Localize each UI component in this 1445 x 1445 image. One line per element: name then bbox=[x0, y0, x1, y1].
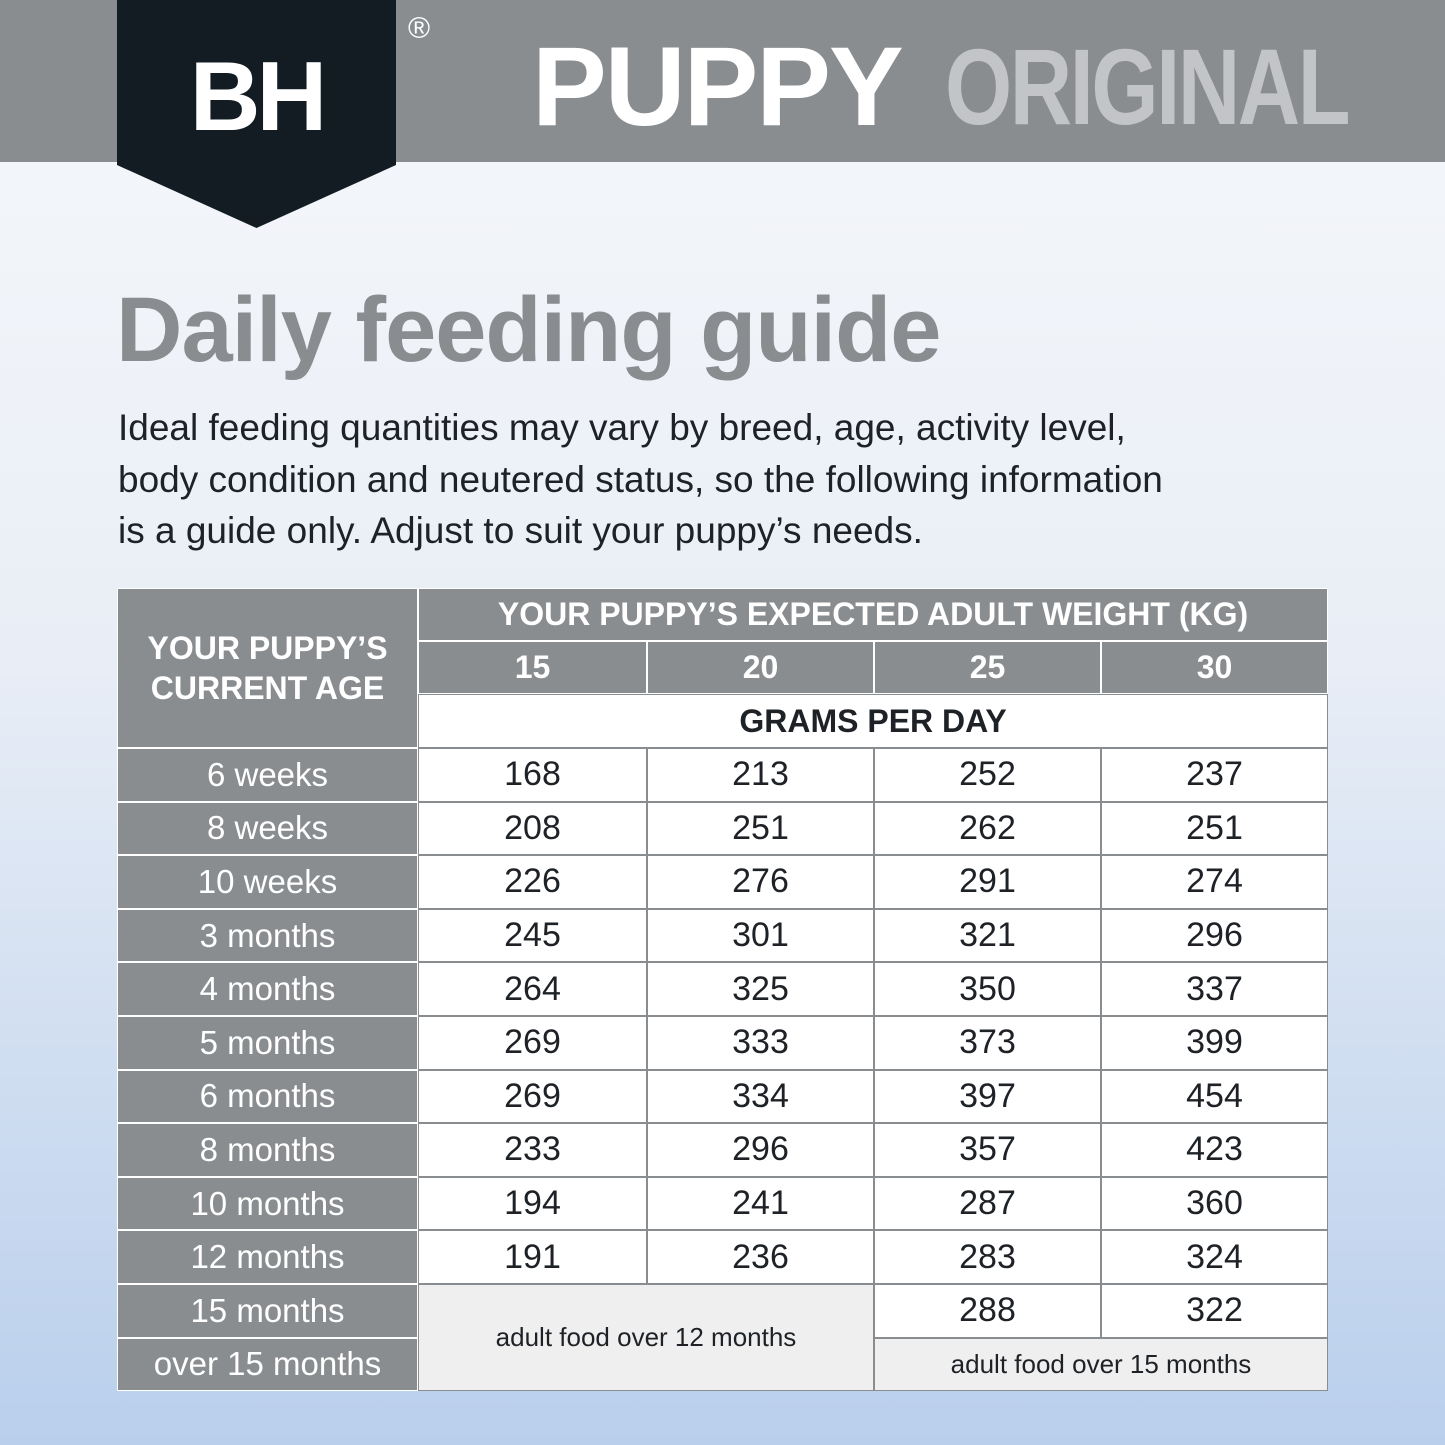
grams-value: 237 bbox=[1101, 748, 1328, 802]
age-label: 6 weeks bbox=[117, 748, 418, 802]
age-label: 6 months bbox=[117, 1069, 418, 1124]
logo-shield bbox=[117, 0, 396, 228]
grams-value: 236 bbox=[647, 1230, 874, 1284]
registered-mark: ® bbox=[408, 12, 431, 45]
grams-value: 324 bbox=[1101, 1230, 1328, 1284]
grams-value: 287 bbox=[874, 1176, 1101, 1231]
weight-label: 20 bbox=[647, 641, 874, 694]
grams-value: 213 bbox=[647, 748, 874, 802]
grams-value: 337 bbox=[1101, 962, 1328, 1016]
age-label: 15 months bbox=[117, 1284, 418, 1338]
intro-line: is a guide only. Adjust to suit your pup… bbox=[118, 510, 923, 551]
age-label: 12 months bbox=[117, 1230, 418, 1284]
title: Daily feeding guide bbox=[116, 279, 941, 381]
weight-label: 30 bbox=[1101, 641, 1328, 694]
product-name: PUPPY bbox=[532, 24, 904, 149]
grams-value: 399 bbox=[1101, 1016, 1328, 1070]
grams-value: 350 bbox=[874, 962, 1101, 1016]
grams-value: 296 bbox=[1101, 908, 1328, 963]
grams-value: 191 bbox=[418, 1230, 647, 1284]
unit-label: GRAMS PER DAY bbox=[418, 694, 1328, 748]
grams-value: 262 bbox=[874, 801, 1101, 856]
grams-value: 233 bbox=[418, 1123, 647, 1177]
age-label: 10 months bbox=[117, 1176, 418, 1231]
adult-food-note: adult food over 15 months bbox=[874, 1337, 1328, 1392]
grams-value: 357 bbox=[874, 1123, 1101, 1177]
grams-value: 296 bbox=[647, 1123, 874, 1177]
age-label: 4 months bbox=[117, 962, 418, 1016]
intro-line: body condition and neutered status, so t… bbox=[118, 458, 1163, 500]
grams-value: 334 bbox=[647, 1069, 874, 1124]
logo: BH bbox=[189, 41, 328, 151]
grams-value: 454 bbox=[1101, 1069, 1328, 1124]
grams-value: 322 bbox=[1101, 1284, 1328, 1338]
grams-value: 301 bbox=[647, 908, 874, 963]
grams-value: 321 bbox=[874, 908, 1101, 963]
age-label: 8 weeks bbox=[117, 801, 418, 856]
intro-line: Ideal feeding quantities may vary by bre… bbox=[118, 407, 1126, 448]
product-variant: ORIGINAL bbox=[945, 26, 1351, 147]
weight-label: 25 bbox=[874, 641, 1101, 694]
weight-header: YOUR PUPPY’S EXPECTED ADULT WEIGHT (KG) bbox=[418, 588, 1328, 641]
grams-value: 325 bbox=[647, 962, 874, 1016]
age-label: 8 months bbox=[117, 1123, 418, 1177]
age-label: 3 months bbox=[117, 908, 418, 963]
grams-value: 269 bbox=[418, 1069, 647, 1124]
grams-value: 269 bbox=[418, 1016, 647, 1070]
grams-value: 252 bbox=[874, 748, 1101, 802]
grams-value: 423 bbox=[1101, 1123, 1328, 1177]
grams-value: 274 bbox=[1101, 855, 1328, 909]
adult-food-note: adult food over 12 months bbox=[418, 1284, 874, 1392]
intro: Ideal feeding quantities may vary by bre… bbox=[118, 402, 1163, 557]
grams-value: 397 bbox=[874, 1069, 1101, 1124]
grams-value: 264 bbox=[418, 962, 647, 1016]
grams-value: 241 bbox=[647, 1176, 874, 1231]
grams-value: 245 bbox=[418, 908, 647, 963]
grams-value: 288 bbox=[874, 1284, 1101, 1338]
grams-value: 168 bbox=[418, 748, 647, 802]
grams-value: 194 bbox=[418, 1176, 647, 1231]
grams-value: 333 bbox=[647, 1016, 874, 1070]
age-label: 10 weeks bbox=[117, 855, 418, 909]
weight-label: 15 bbox=[418, 641, 647, 694]
age-label: 5 months bbox=[117, 1016, 418, 1070]
grams-value: 226 bbox=[418, 855, 647, 909]
grams-value: 291 bbox=[874, 855, 1101, 909]
grams-value: 373 bbox=[874, 1016, 1101, 1070]
grams-value: 208 bbox=[418, 801, 647, 856]
age-header: YOUR PUPPY’S CURRENT AGE bbox=[117, 588, 418, 748]
grams-value: 283 bbox=[874, 1230, 1101, 1284]
grams-value: 360 bbox=[1101, 1176, 1328, 1231]
age-label: over 15 months bbox=[117, 1337, 418, 1392]
grams-value: 251 bbox=[647, 801, 874, 856]
grams-value: 251 bbox=[1101, 801, 1328, 856]
grams-value: 276 bbox=[647, 855, 874, 909]
